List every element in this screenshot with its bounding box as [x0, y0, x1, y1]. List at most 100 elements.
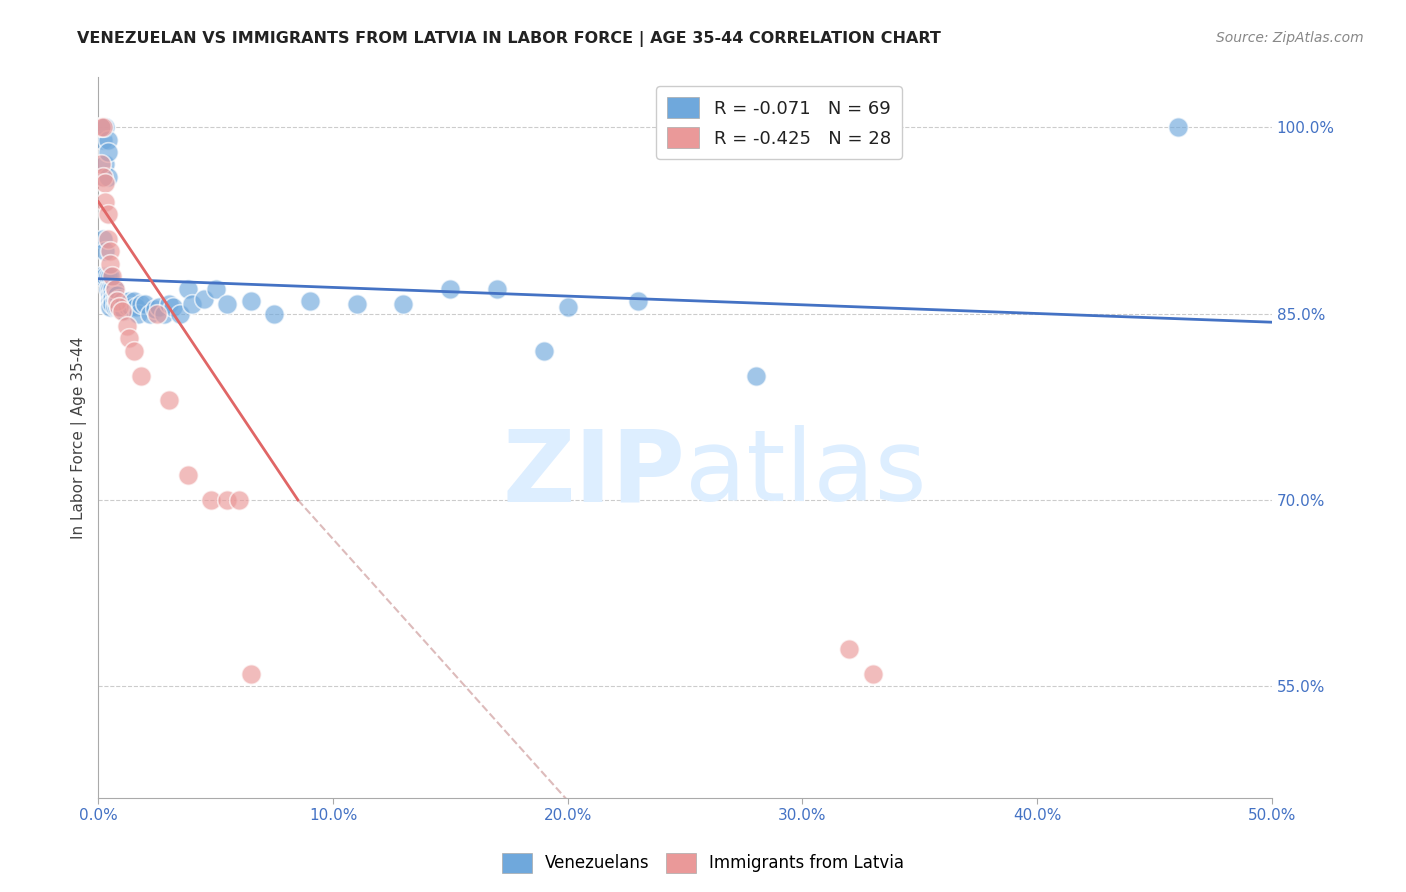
Point [91, 169, 114, 184]
Point [91, 169, 114, 184]
Point [97, 145, 120, 159]
Point [169, 306, 191, 320]
Point [97, 132, 120, 146]
Point [111, 294, 134, 309]
Text: ZIP: ZIP [502, 425, 685, 523]
Point [744, 368, 766, 383]
Point [90, 269, 112, 284]
Point [627, 294, 650, 309]
Point [1167, 120, 1189, 135]
Point [122, 343, 145, 358]
Point [101, 292, 124, 306]
Point [392, 296, 415, 310]
Point [104, 300, 127, 314]
Point [98, 257, 121, 271]
Point [217, 296, 239, 310]
Point [97, 207, 120, 221]
Point [193, 292, 215, 306]
Point [90, 120, 112, 135]
Point [108, 300, 131, 314]
Point [98, 282, 121, 296]
Point [217, 492, 239, 507]
Point [127, 306, 149, 320]
Point [94, 176, 117, 190]
Point [263, 306, 285, 320]
Point [176, 468, 198, 483]
Y-axis label: In Labor Force | Age 35-44: In Labor Force | Age 35-44 [72, 336, 87, 539]
Point [176, 282, 198, 296]
Point [125, 300, 148, 314]
Point [111, 304, 134, 318]
Legend: Venezuelans, Immigrants from Latvia: Venezuelans, Immigrants from Latvia [495, 847, 911, 880]
Point [104, 288, 127, 302]
Point [115, 318, 138, 333]
Point [94, 194, 117, 209]
Point [101, 288, 124, 302]
Point [104, 282, 127, 296]
Point [98, 288, 121, 302]
Point [153, 306, 176, 320]
Point [98, 300, 121, 314]
Point [97, 269, 120, 284]
Point [105, 294, 128, 309]
Point [97, 232, 120, 246]
Point [91, 232, 114, 246]
Point [228, 492, 250, 507]
Point [146, 306, 169, 320]
Point [162, 300, 184, 314]
Point [115, 299, 138, 313]
Point [118, 331, 141, 345]
Point [112, 304, 135, 318]
Point [139, 306, 162, 320]
Point [94, 120, 117, 135]
Point [90, 157, 112, 171]
Point [862, 666, 884, 681]
Point [239, 666, 262, 681]
Text: Source: ZipAtlas.com: Source: ZipAtlas.com [1216, 31, 1364, 45]
Point [346, 296, 368, 310]
Point [143, 301, 166, 316]
Point [134, 296, 156, 310]
Point [104, 282, 127, 296]
Point [200, 492, 222, 507]
Point [97, 169, 120, 184]
Point [97, 282, 120, 296]
Point [104, 294, 127, 309]
Point [98, 294, 121, 309]
Point [98, 269, 121, 284]
Point [108, 300, 131, 314]
Point [129, 296, 152, 310]
Point [91, 120, 114, 135]
Point [533, 343, 555, 358]
Point [108, 292, 131, 306]
Point [204, 282, 226, 296]
Point [105, 288, 128, 302]
Point [105, 300, 128, 314]
Point [98, 244, 121, 259]
Point [101, 282, 124, 296]
Point [91, 120, 114, 135]
Point [94, 157, 117, 171]
Point [112, 296, 135, 310]
Point [181, 296, 204, 310]
Point [90, 120, 112, 135]
Point [148, 300, 170, 314]
Point [486, 282, 509, 296]
Point [101, 269, 124, 284]
Point [120, 300, 142, 314]
Point [838, 642, 860, 657]
Point [122, 294, 145, 309]
Legend: R = -0.071   N = 69, R = -0.425   N = 28: R = -0.071 N = 69, R = -0.425 N = 28 [657, 87, 901, 159]
Point [101, 296, 124, 310]
Text: VENEZUELAN VS IMMIGRANTS FROM LATVIA IN LABOR FORCE | AGE 35-44 CORRELATION CHAR: VENEZUELAN VS IMMIGRANTS FROM LATVIA IN … [77, 31, 941, 47]
Point [157, 296, 180, 310]
Point [557, 300, 579, 314]
Point [94, 269, 117, 284]
Point [94, 244, 117, 259]
Point [298, 294, 321, 309]
Point [157, 393, 180, 408]
Point [239, 294, 262, 309]
Point [111, 300, 134, 314]
Point [105, 294, 128, 309]
Point [91, 132, 114, 146]
